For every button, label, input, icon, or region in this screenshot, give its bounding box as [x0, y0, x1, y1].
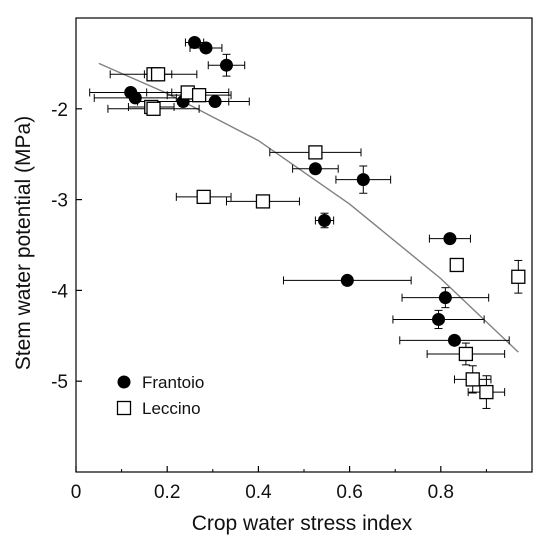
data-point-leccino — [146, 101, 161, 116]
data-point-leccino — [255, 194, 271, 209]
legend-marker-leccino — [116, 400, 132, 416]
data-point-leccino — [479, 384, 494, 400]
data-point-frantoio — [199, 41, 213, 55]
y-tick-label: -5 — [51, 372, 68, 393]
data-point-frantoio — [432, 312, 446, 326]
data-point-leccino — [458, 346, 474, 362]
x-axis: 0 0.2 0.4 0.6 0.8 — [71, 466, 487, 503]
data-point-frantoio — [188, 36, 202, 50]
data-point-leccino — [308, 145, 323, 160]
x-tick-label: 0.8 — [428, 482, 454, 503]
error-bars — [89, 38, 523, 409]
x-tick-label: 0.6 — [336, 482, 362, 503]
y-axis: -2 -3 -4 -5 — [51, 100, 82, 393]
legend: Frantoio Leccino — [116, 373, 204, 418]
y-tick-label: -4 — [51, 281, 68, 302]
data-point-frantoio — [356, 173, 370, 187]
x-tick-label: 0.4 — [245, 482, 272, 503]
data-point-leccino — [511, 269, 526, 284]
x-tick-label: 0 — [71, 482, 82, 503]
legend-marker-frantoio — [117, 375, 131, 389]
data-point-frantoio — [128, 91, 142, 105]
y-axis-label: Stem water potential (MPa) — [12, 116, 35, 370]
x-tick-label: 0.2 — [154, 482, 180, 503]
fit-line — [98, 62, 519, 353]
fit-line-layer — [98, 62, 519, 353]
data-point-frantoio — [443, 232, 457, 246]
data-point-leccino — [465, 372, 480, 387]
data-point-frantoio — [447, 333, 461, 347]
data-point-frantoio — [340, 273, 354, 287]
y-tick-label: -2 — [51, 100, 68, 121]
data-point-frantoio — [219, 58, 233, 72]
data-point-frantoio — [208, 95, 222, 109]
data-point-leccino — [196, 189, 211, 205]
data-point-leccino — [150, 67, 166, 82]
data-point-leccino — [449, 257, 464, 273]
data-markers — [124, 36, 526, 400]
legend-label-leccino: Leccino — [142, 399, 201, 418]
legend-label-frantoio: Frantoio — [142, 373, 204, 392]
data-point-frantoio — [308, 162, 322, 176]
data-point-frantoio — [438, 291, 452, 305]
y-tick-label: -3 — [51, 191, 68, 212]
data-point-leccino — [191, 88, 207, 103]
data-point-frantoio — [318, 213, 332, 227]
x-axis-label: Crop water stress index — [192, 512, 413, 535]
